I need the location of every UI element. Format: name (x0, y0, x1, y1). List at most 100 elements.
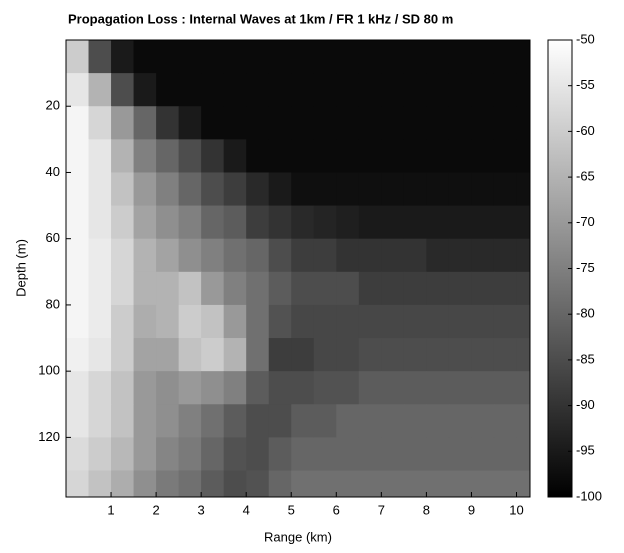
heatmap-cell (426, 139, 450, 173)
heatmap-cell (516, 106, 531, 140)
heatmap-cell (133, 304, 157, 339)
heatmap-cell (88, 40, 112, 74)
heatmap-cell (156, 172, 180, 207)
heatmap-cell (223, 371, 247, 405)
colorbar-tick-label: -50 (576, 31, 595, 46)
heatmap-cell (471, 139, 495, 173)
heatmap-cell (426, 40, 450, 74)
heatmap-cell (201, 205, 225, 240)
y-tick-label: 20 (46, 98, 60, 113)
heatmap-cell (111, 304, 135, 339)
heatmap-cell (111, 437, 135, 472)
heatmap-cell (156, 205, 180, 240)
heatmap-cell (493, 338, 517, 372)
heatmap-cell (133, 172, 157, 207)
heatmap-cell (471, 338, 495, 372)
heatmap-cell (403, 470, 427, 498)
heatmap-cell (66, 238, 90, 273)
heatmap-cell (493, 404, 517, 438)
heatmap-cell (471, 172, 495, 207)
heatmap-cell (246, 371, 270, 405)
heatmap-cell (156, 271, 180, 306)
heatmap-cell (246, 172, 270, 207)
heatmap-cell (471, 304, 495, 339)
heatmap-cell (403, 271, 427, 306)
heatmap-cell (88, 73, 112, 107)
heatmap-cell (223, 338, 247, 372)
heatmap-cell (111, 205, 135, 240)
heatmap-cell (156, 437, 180, 472)
heatmap-cell (66, 40, 90, 74)
heatmap-cell (426, 470, 450, 498)
heatmap-cell (291, 304, 315, 339)
heatmap-cell (88, 139, 112, 173)
heatmap-cell (381, 437, 405, 472)
heatmap-cell (403, 404, 427, 438)
heatmap-cell (66, 106, 90, 140)
heatmap-cell (201, 40, 225, 74)
y-tick-label: 60 (46, 230, 60, 245)
heatmap-cell (291, 437, 315, 472)
heatmap-cell (156, 139, 180, 173)
heatmap-cell (223, 172, 247, 207)
heatmap-cell (201, 304, 225, 339)
y-tick-label: 80 (46, 296, 60, 311)
x-tick-label: 2 (152, 502, 159, 517)
heatmap-cell (493, 371, 517, 405)
heatmap-cell (336, 238, 360, 273)
heatmap-cell (156, 304, 180, 339)
heatmap-cell (516, 40, 531, 74)
heatmap-cell (88, 437, 112, 472)
heatmap-cell (471, 470, 495, 498)
heatmap-cell (493, 470, 517, 498)
heatmap-cell (178, 437, 202, 472)
heatmap-cell (403, 238, 427, 273)
heatmap-cell (88, 172, 112, 207)
heatmap-cell (268, 238, 292, 273)
heatmap-cell (448, 437, 472, 472)
heatmap-cell (381, 470, 405, 498)
heatmap-cell (291, 205, 315, 240)
heatmap-cell (381, 139, 405, 173)
heatmap-cell (381, 172, 405, 207)
heatmap-cell (111, 172, 135, 207)
heatmap-cell (111, 271, 135, 306)
heatmap-cell (471, 271, 495, 306)
heatmap-cell (201, 139, 225, 173)
heatmap-cell (471, 371, 495, 405)
heatmap-cell (268, 40, 292, 74)
heatmap-cell (66, 205, 90, 240)
heatmap-cell (448, 404, 472, 438)
heatmap-cell (111, 371, 135, 405)
heatmap-cell (358, 73, 382, 107)
heatmap-cell (403, 73, 427, 107)
heatmap-cell (88, 271, 112, 306)
heatmap-cell (516, 238, 531, 273)
heatmap-cell (448, 40, 472, 74)
heatmap-cell (201, 338, 225, 372)
heatmap-cell (88, 404, 112, 438)
heatmap-cell (358, 437, 382, 472)
heatmap-cell (426, 304, 450, 339)
heatmap-cell (493, 271, 517, 306)
heatmap-cell (178, 470, 202, 498)
heatmap-cell (313, 271, 337, 306)
heatmap-cell (223, 304, 247, 339)
colorbar-tick-label: -75 (576, 260, 595, 275)
heatmap-cell (268, 106, 292, 140)
heatmap-cell (471, 404, 495, 438)
heatmap-cell (381, 338, 405, 372)
heatmap-cell (381, 40, 405, 74)
heatmap-cell (291, 139, 315, 173)
heatmap-cell (66, 172, 90, 207)
heatmap-cell (291, 73, 315, 107)
heatmap-cell (268, 205, 292, 240)
heatmap-cell (313, 338, 337, 372)
heatmap-cell (313, 304, 337, 339)
heatmap-cell (516, 172, 531, 207)
heatmap-cell (291, 271, 315, 306)
heatmap-cell (516, 304, 531, 339)
heatmap-cell (516, 205, 531, 240)
heatmap-cell (111, 338, 135, 372)
heatmap-cell (358, 238, 382, 273)
